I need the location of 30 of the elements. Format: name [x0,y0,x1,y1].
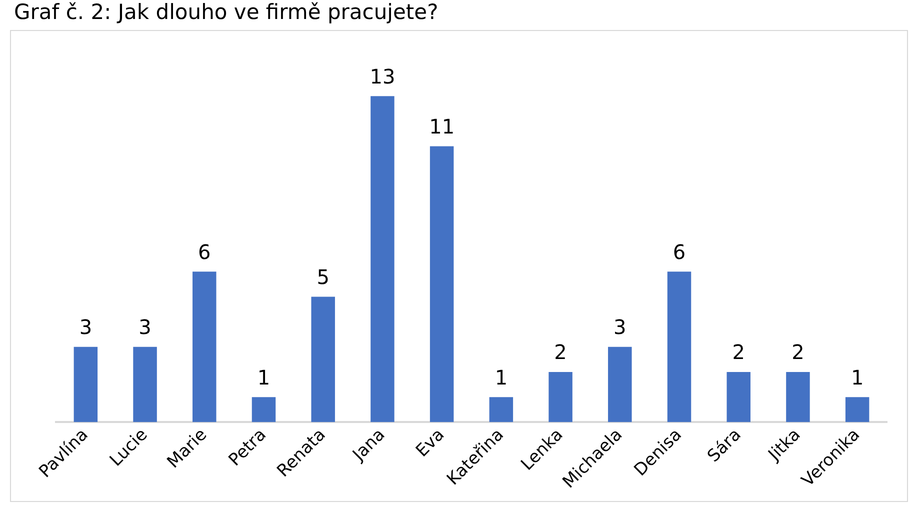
data-label: 5 [316,264,330,289]
bar [133,346,157,422]
data-label: 2 [732,340,745,364]
data-label: 1 [257,365,270,390]
bar [489,397,514,422]
data-label: 6 [198,240,211,264]
data-label: 3 [79,315,92,340]
data-label: 3 [614,315,626,340]
chart-title: Graf č. 2: Jak dlouho ve firmě pracujete? [14,0,438,24]
data-label: 1 [850,365,864,390]
data-label: 3 [138,315,152,340]
bar [192,272,216,422]
bar [845,397,870,422]
bar [370,96,394,422]
data-label: 13 [370,64,396,88]
bar [608,346,632,422]
bar [726,372,750,422]
bar [786,372,810,422]
bar [252,397,276,422]
bar [430,146,454,422]
bar [667,272,692,422]
data-label: 2 [554,340,567,364]
data-label: 2 [792,340,804,364]
bar [74,346,98,422]
x-tick-label: Eva [412,424,448,462]
data-label: 6 [672,240,686,264]
data-label: 11 [429,114,455,138]
data-label: 1 [494,365,508,390]
bar [548,372,572,422]
bar [311,296,335,422]
